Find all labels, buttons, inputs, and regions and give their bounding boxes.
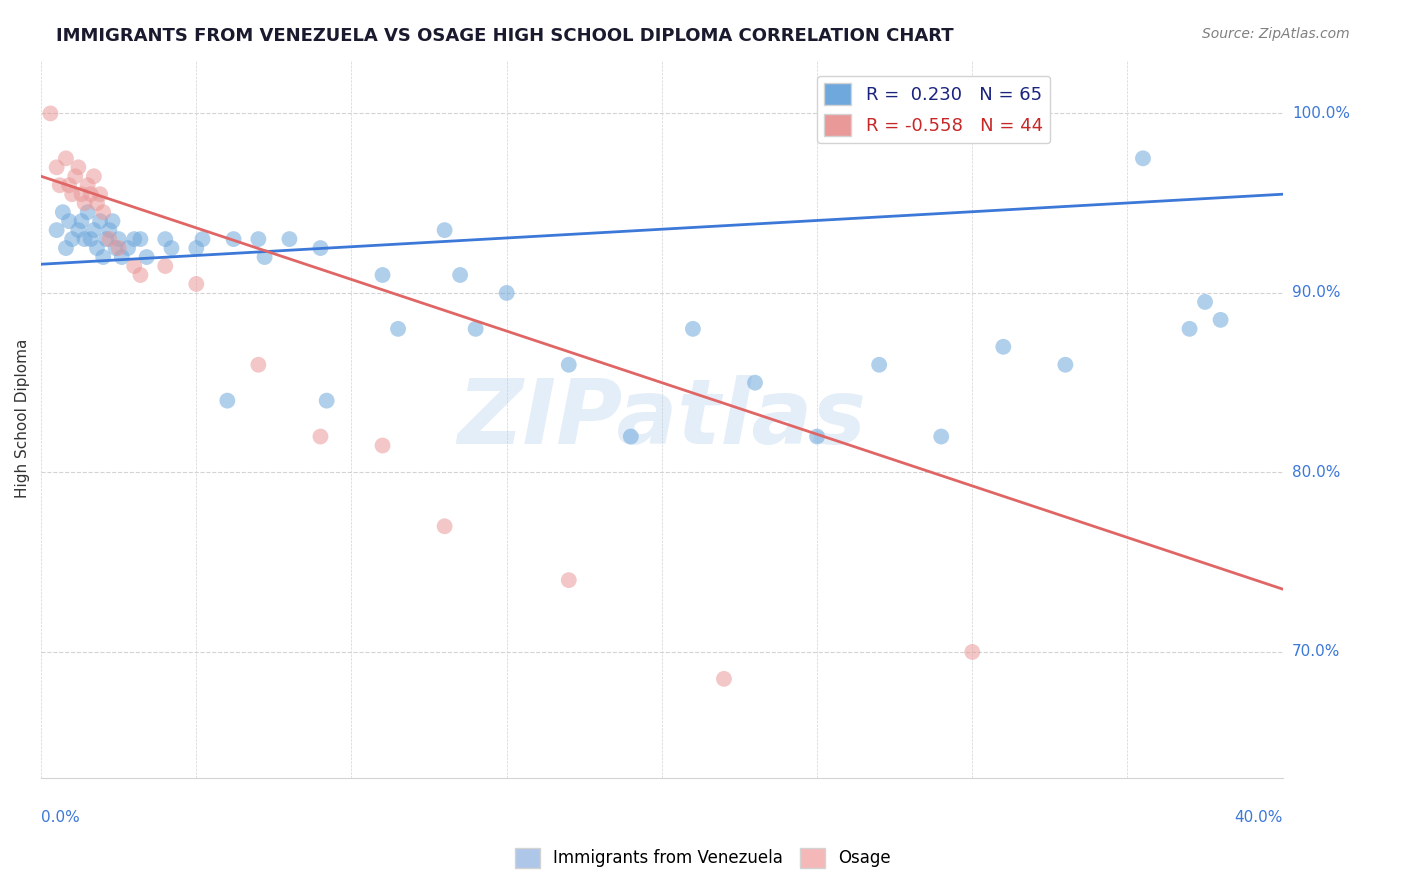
Point: [1132, 151, 1154, 165]
Point: [155, 259, 177, 273]
Point: [247, 358, 270, 372]
Point: [371, 268, 394, 282]
Point: [111, 250, 134, 264]
Point: [45, 223, 67, 237]
Point: [278, 232, 301, 246]
Point: [60, 187, 83, 202]
Point: [713, 672, 735, 686]
Point: [1209, 313, 1232, 327]
Point: [186, 241, 208, 255]
Text: 90.0%: 90.0%: [1292, 285, 1340, 301]
Point: [67, 161, 90, 175]
Point: [744, 376, 766, 390]
Point: [309, 429, 332, 443]
Point: [806, 429, 828, 443]
Point: [558, 573, 581, 587]
Point: [58, 214, 80, 228]
Point: [98, 223, 121, 237]
Y-axis label: High School Diploma: High School Diploma: [15, 339, 30, 499]
Point: [80, 187, 103, 202]
Point: [387, 322, 409, 336]
Point: [433, 223, 456, 237]
Point: [65, 169, 87, 184]
Text: 100.0%: 100.0%: [1292, 106, 1350, 121]
Point: [80, 232, 103, 246]
Point: [122, 259, 145, 273]
Point: [433, 519, 456, 533]
Point: [993, 340, 1015, 354]
Point: [620, 429, 643, 443]
Point: [1178, 322, 1201, 336]
Point: [101, 214, 124, 228]
Point: [73, 196, 96, 211]
Point: [98, 232, 121, 246]
Point: [117, 241, 139, 255]
Text: 70.0%: 70.0%: [1292, 644, 1340, 659]
Point: [91, 205, 114, 219]
Point: [89, 187, 111, 202]
Legend: R =  0.230   N = 65, R = -0.558   N = 44: R = 0.230 N = 65, R = -0.558 N = 44: [817, 76, 1050, 144]
Point: [104, 241, 127, 255]
Point: [129, 268, 152, 282]
Point: [464, 322, 486, 336]
Point: [222, 232, 245, 246]
Point: [89, 214, 111, 228]
Point: [86, 196, 108, 211]
Point: [52, 205, 75, 219]
Point: [160, 241, 183, 255]
Point: [55, 151, 77, 165]
Point: [929, 429, 952, 443]
Point: [55, 241, 77, 255]
Point: [135, 250, 157, 264]
Text: ZIPatlas: ZIPatlas: [457, 375, 866, 463]
Point: [91, 250, 114, 264]
Point: [309, 241, 332, 255]
Point: [315, 393, 337, 408]
Point: [1194, 294, 1216, 309]
Point: [70, 214, 93, 228]
Point: [39, 106, 62, 120]
Point: [962, 645, 984, 659]
Legend: Immigrants from Venezuela, Osage: Immigrants from Venezuela, Osage: [509, 841, 897, 875]
Point: [58, 178, 80, 193]
Point: [96, 232, 118, 246]
Point: [217, 393, 239, 408]
Point: [86, 241, 108, 255]
Point: [83, 169, 105, 184]
Text: 0.0%: 0.0%: [41, 810, 80, 825]
Point: [60, 232, 83, 246]
Point: [371, 438, 394, 452]
Text: 80.0%: 80.0%: [1292, 465, 1340, 480]
Point: [449, 268, 471, 282]
Point: [253, 250, 276, 264]
Point: [67, 223, 90, 237]
Point: [107, 232, 129, 246]
Point: [155, 232, 177, 246]
Point: [122, 232, 145, 246]
Point: [76, 178, 98, 193]
Point: [70, 187, 93, 202]
Text: Source: ZipAtlas.com: Source: ZipAtlas.com: [1202, 27, 1350, 41]
Point: [76, 205, 98, 219]
Point: [186, 277, 208, 291]
Point: [1054, 358, 1077, 372]
Point: [107, 241, 129, 255]
Point: [83, 223, 105, 237]
Point: [682, 322, 704, 336]
Point: [247, 232, 270, 246]
Text: IMMIGRANTS FROM VENEZUELA VS OSAGE HIGH SCHOOL DIPLOMA CORRELATION CHART: IMMIGRANTS FROM VENEZUELA VS OSAGE HIGH …: [56, 27, 953, 45]
Point: [558, 358, 581, 372]
Point: [868, 358, 890, 372]
Point: [48, 178, 70, 193]
Text: 40.0%: 40.0%: [1234, 810, 1282, 825]
Point: [495, 285, 517, 300]
Point: [73, 232, 96, 246]
Point: [45, 161, 67, 175]
Point: [191, 232, 214, 246]
Point: [129, 232, 152, 246]
